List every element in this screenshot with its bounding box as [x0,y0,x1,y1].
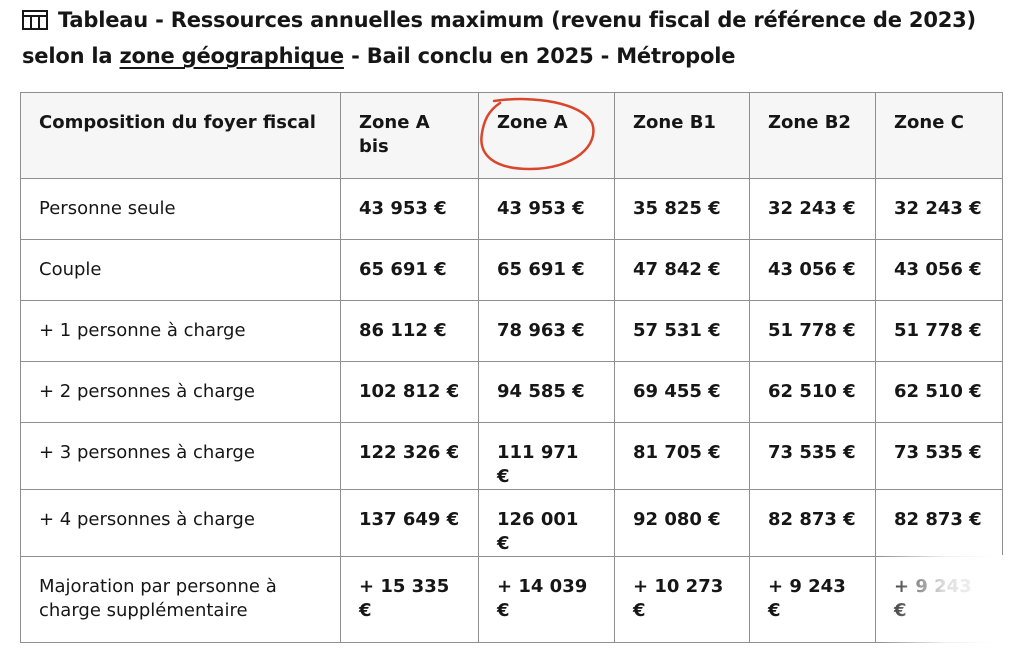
cell-value: + 10 273 € [614,556,750,643]
table-row: Majoration par personne à charge supplém… [20,556,1003,643]
cell-value: 43 953 € [340,178,479,240]
cell-value: 35 825 € [614,178,750,240]
cell-value: + 14 039 € [478,556,615,643]
cell-value: 82 873 € [749,489,876,557]
title-suffix: - Bail conclu en 2025 - Métropole [351,44,736,68]
cell-value: 82 873 € [875,489,1003,557]
row-label: + 4 personnes à charge [20,489,341,557]
cell-value: 73 535 € [875,422,1003,490]
row-label: + 2 personnes à charge [20,361,341,423]
cell-value: 62 510 € [749,361,876,423]
table-row: + 2 personnes à charge 102 812 €94 585 €6… [20,361,1003,423]
cell-value: 111 971 € [478,422,615,490]
cell-value: + 9 243 € [749,556,876,643]
row-label: Couple [20,239,341,301]
title-prefix: Tableau - Ressources annuelles maximum (… [22,8,976,68]
cell-value: 47 842 € [614,239,750,301]
cell-value: 65 691 € [340,239,479,301]
header-zone-b2: Zone B2 [749,92,876,179]
zone-geographique-link[interactable]: zone géographique [119,44,345,68]
cell-value: 102 812 € [340,361,479,423]
cell-value: 51 778 € [875,300,1003,362]
cell-value: 137 649 € [340,489,479,557]
cell-value: + 9 243 € [875,556,1003,643]
row-label: Majoration par personne à charge supplém… [20,556,341,643]
resources-table: Composition du foyer fiscal Zone A bis Z… [20,92,1003,643]
table-title: Tableau - Ressources annuelles maximum (… [22,2,1012,74]
cell-value: 32 243 € [875,178,1003,240]
row-label: + 1 personne à charge [20,300,341,362]
header-zone-a: Zone A [478,92,615,179]
header-composition: Composition du foyer fiscal [20,92,341,179]
cell-value: 57 531 € [614,300,750,362]
table-row: Couple 65 691 €65 691 €47 842 €43 056 €43… [20,239,1003,301]
cell-value: + 15 335 € [340,556,479,643]
table-header-row: Composition du foyer fiscal Zone A bis Z… [20,92,1003,179]
table-row: + 1 personne à charge 86 112 €78 963 €57 … [20,300,1003,362]
row-label: Personne seule [20,178,341,240]
cell-value: 81 705 € [614,422,750,490]
table-icon [22,5,48,30]
row-label: + 3 personnes à charge [20,422,341,490]
header-zone-b1: Zone B1 [614,92,750,179]
cell-value: 94 585 € [478,361,615,423]
cell-value: 65 691 € [478,239,615,301]
cell-value: 51 778 € [749,300,876,362]
header-zone-c: Zone C [875,92,1003,179]
cell-value: 62 510 € [875,361,1003,423]
cell-value: 32 243 € [749,178,876,240]
cell-value: 92 080 € [614,489,750,557]
table-row: + 3 personnes à charge 122 326 €111 971 €… [20,422,1003,490]
cell-value: 43 056 € [875,239,1003,301]
cell-value: 78 963 € [478,300,615,362]
cell-value: 43 056 € [749,239,876,301]
header-zone-a-bis: Zone A bis [340,92,479,179]
cell-value: 126 001 € [478,489,615,557]
cell-value: 86 112 € [340,300,479,362]
cell-value: 43 953 € [478,178,615,240]
cell-value: 69 455 € [614,361,750,423]
table-row: + 4 personnes à charge 137 649 €126 001 €… [20,489,1003,557]
cell-value: 122 326 € [340,422,479,490]
cell-value: 73 535 € [749,422,876,490]
table-row: Personne seule 43 953 €43 953 €35 825 €32… [20,178,1003,240]
